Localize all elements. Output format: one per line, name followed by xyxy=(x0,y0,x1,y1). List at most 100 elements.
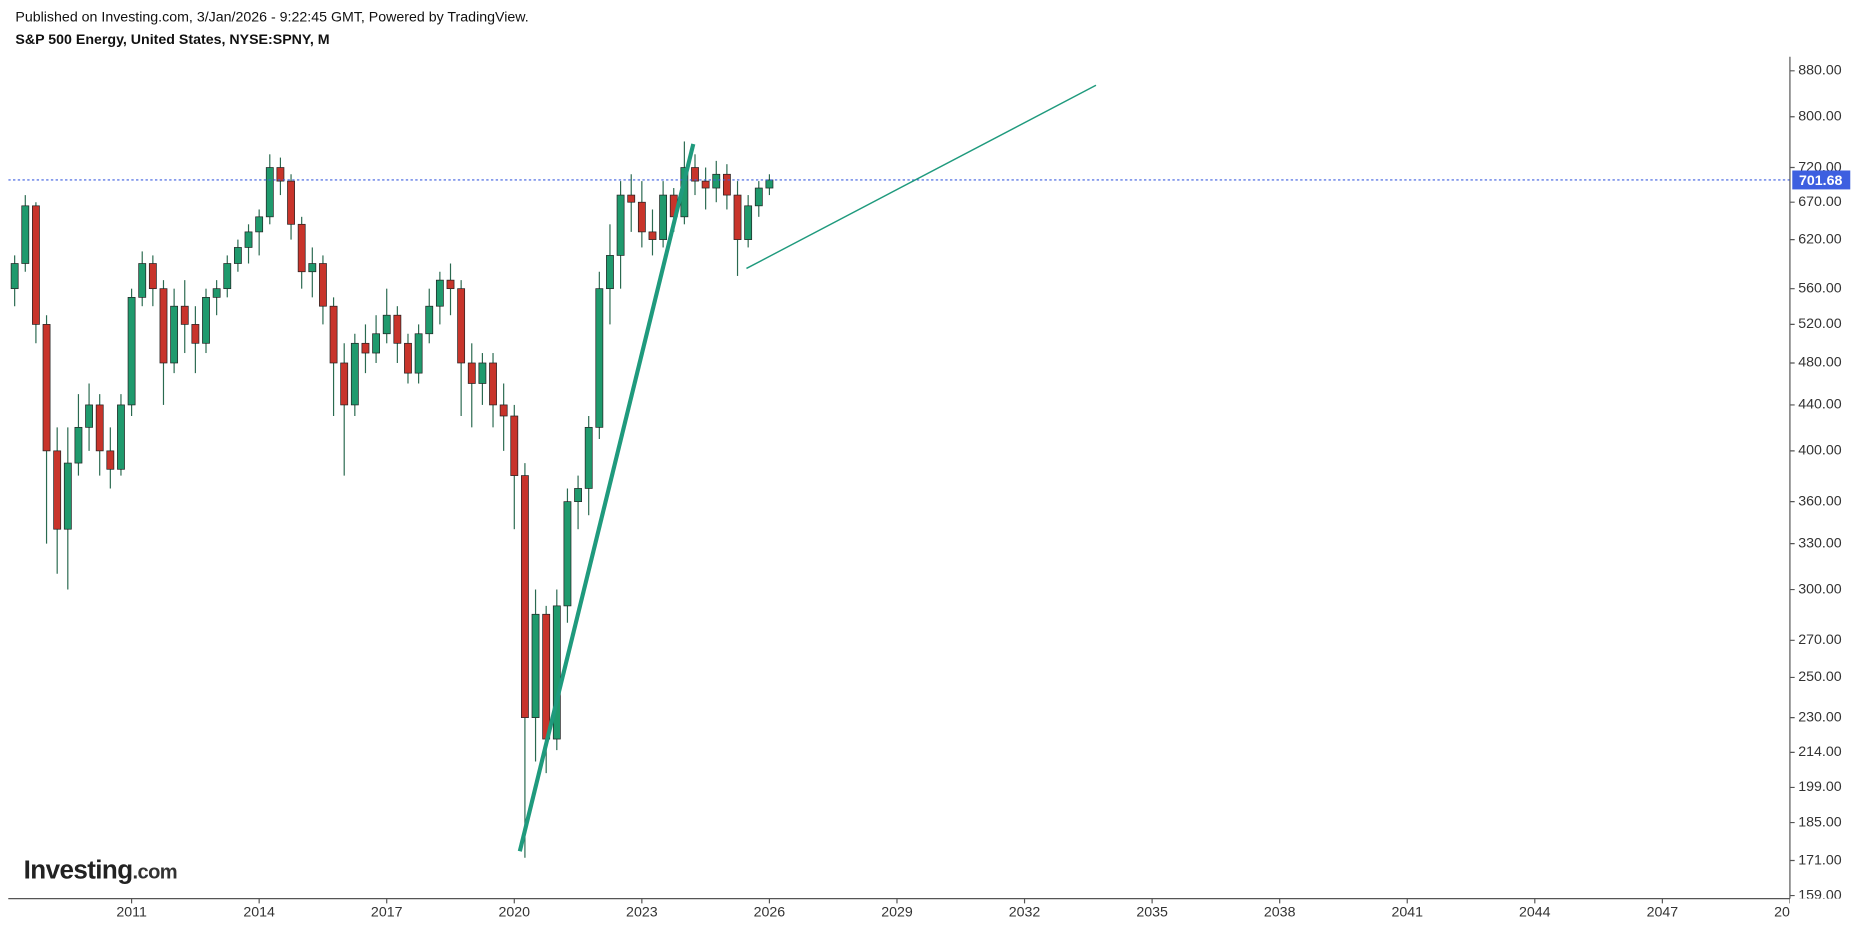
candle-body xyxy=(425,305,434,335)
y-tick-label: 880.00 xyxy=(1798,63,1842,79)
y-tick-label: 270.00 xyxy=(1798,632,1842,648)
x-tick-label: 2029 xyxy=(881,905,913,921)
x-tick-label: 2011 xyxy=(116,905,147,921)
logo-name: Investing xyxy=(24,855,133,885)
candle-body xyxy=(499,404,508,417)
y-tick-label: 800.00 xyxy=(1798,108,1842,124)
candle-body xyxy=(276,167,285,182)
candle-body xyxy=(340,362,349,406)
x-tick-label: 2026 xyxy=(754,905,786,921)
candle-body xyxy=(319,263,327,307)
candle-body xyxy=(542,613,551,740)
x-tick-label: 2017 xyxy=(371,905,403,921)
candle-body xyxy=(435,279,444,307)
candle-body xyxy=(489,362,497,406)
candle-body xyxy=(170,305,179,364)
y-tick-label: 199.00 xyxy=(1798,779,1842,795)
y-tick-label: 520.00 xyxy=(1798,316,1842,332)
candle-body xyxy=(414,333,423,374)
candle-body xyxy=(10,263,19,290)
y-tick-label: 560.00 xyxy=(1798,280,1842,296)
candle-body xyxy=(648,231,657,240)
candle-body xyxy=(584,426,593,489)
candle-body xyxy=(85,404,93,428)
candle-body xyxy=(127,296,136,406)
logo: Investing.com xyxy=(24,855,177,885)
candle-body xyxy=(393,314,402,344)
price-label: 701.68 xyxy=(1799,173,1843,189)
candle-body xyxy=(510,415,519,476)
candle-body xyxy=(616,194,625,256)
candle-body xyxy=(521,475,529,718)
candle-body xyxy=(287,180,295,225)
candle-body xyxy=(531,613,540,718)
candle-body xyxy=(765,179,774,189)
y-tick-label: 360.00 xyxy=(1798,493,1842,509)
plot-area xyxy=(8,84,1790,858)
y-tick-label: 670.00 xyxy=(1798,194,1842,210)
candle-body xyxy=(552,605,561,740)
candle-body xyxy=(117,404,125,470)
x-tick-label: 2050 xyxy=(1774,905,1806,921)
candle-body xyxy=(701,180,710,189)
candle-body xyxy=(446,279,455,290)
x-tick-label: 2023 xyxy=(626,905,658,921)
candle-body xyxy=(478,362,487,384)
candle-body xyxy=(733,194,742,240)
source-text: Published on Investing.com, 3/Jan/2026 -… xyxy=(15,9,528,25)
candle-body xyxy=(297,223,306,273)
x-tick-label: 2044 xyxy=(1519,905,1551,921)
candle-body xyxy=(574,488,582,503)
candle-body xyxy=(159,288,168,364)
x-tick-label: 2038 xyxy=(1264,905,1296,921)
y-tick-label: 400.00 xyxy=(1798,443,1842,459)
candle-body xyxy=(691,167,699,182)
y-tick-label: 171.00 xyxy=(1798,852,1842,868)
y-tick-label: 250.00 xyxy=(1798,669,1842,685)
candle-body xyxy=(74,426,83,464)
y-tick-label: 330.00 xyxy=(1798,535,1842,551)
candle-body xyxy=(350,342,359,406)
candle-body xyxy=(744,205,753,240)
candle-body xyxy=(308,263,317,273)
candle-body xyxy=(95,404,104,452)
candle-body xyxy=(32,205,40,325)
candle-body xyxy=(467,362,476,384)
candle-body xyxy=(106,450,115,470)
candle-body xyxy=(329,305,338,364)
candle-body xyxy=(138,263,147,298)
candle-body xyxy=(265,167,274,218)
y-axis: 159.00 171.00 185.00 199.00 214.00 230.00 250.… xyxy=(1789,63,1842,899)
logo-suffix: .com xyxy=(133,862,178,884)
candle-body xyxy=(722,173,731,196)
candle-body xyxy=(42,324,51,452)
candle-body xyxy=(595,288,604,428)
candle-body xyxy=(191,324,200,344)
candle-body xyxy=(180,305,189,325)
y-tick-label: 440.00 xyxy=(1798,397,1842,413)
y-tick-label: 300.00 xyxy=(1798,581,1842,597)
candle-body xyxy=(382,314,391,335)
candle-body xyxy=(563,501,572,607)
x-tick-label: 2020 xyxy=(499,905,531,921)
candle-body xyxy=(21,205,30,264)
x-tick-label: 2047 xyxy=(1647,905,1679,921)
candle-body xyxy=(361,342,370,354)
candle-body xyxy=(457,288,466,364)
x-tick-label: 2014 xyxy=(243,905,275,921)
chart-title: S&P 500 Energy, United States, NYSE:SPNY… xyxy=(15,32,329,48)
candle-body xyxy=(233,247,242,264)
candle-body xyxy=(244,231,253,248)
candle-body xyxy=(148,263,157,290)
candle-body xyxy=(202,296,210,344)
price-label-box xyxy=(1792,170,1851,190)
candle-body xyxy=(372,333,380,354)
y-tick-label: 620.00 xyxy=(1798,231,1842,247)
y-tick-label: 230.00 xyxy=(1798,709,1842,725)
y-tick-label: 480.00 xyxy=(1798,355,1842,371)
x-tick-label: 2035 xyxy=(1136,905,1168,921)
candle-body xyxy=(659,194,668,240)
candle-body xyxy=(53,450,62,530)
candle-body xyxy=(754,187,763,207)
